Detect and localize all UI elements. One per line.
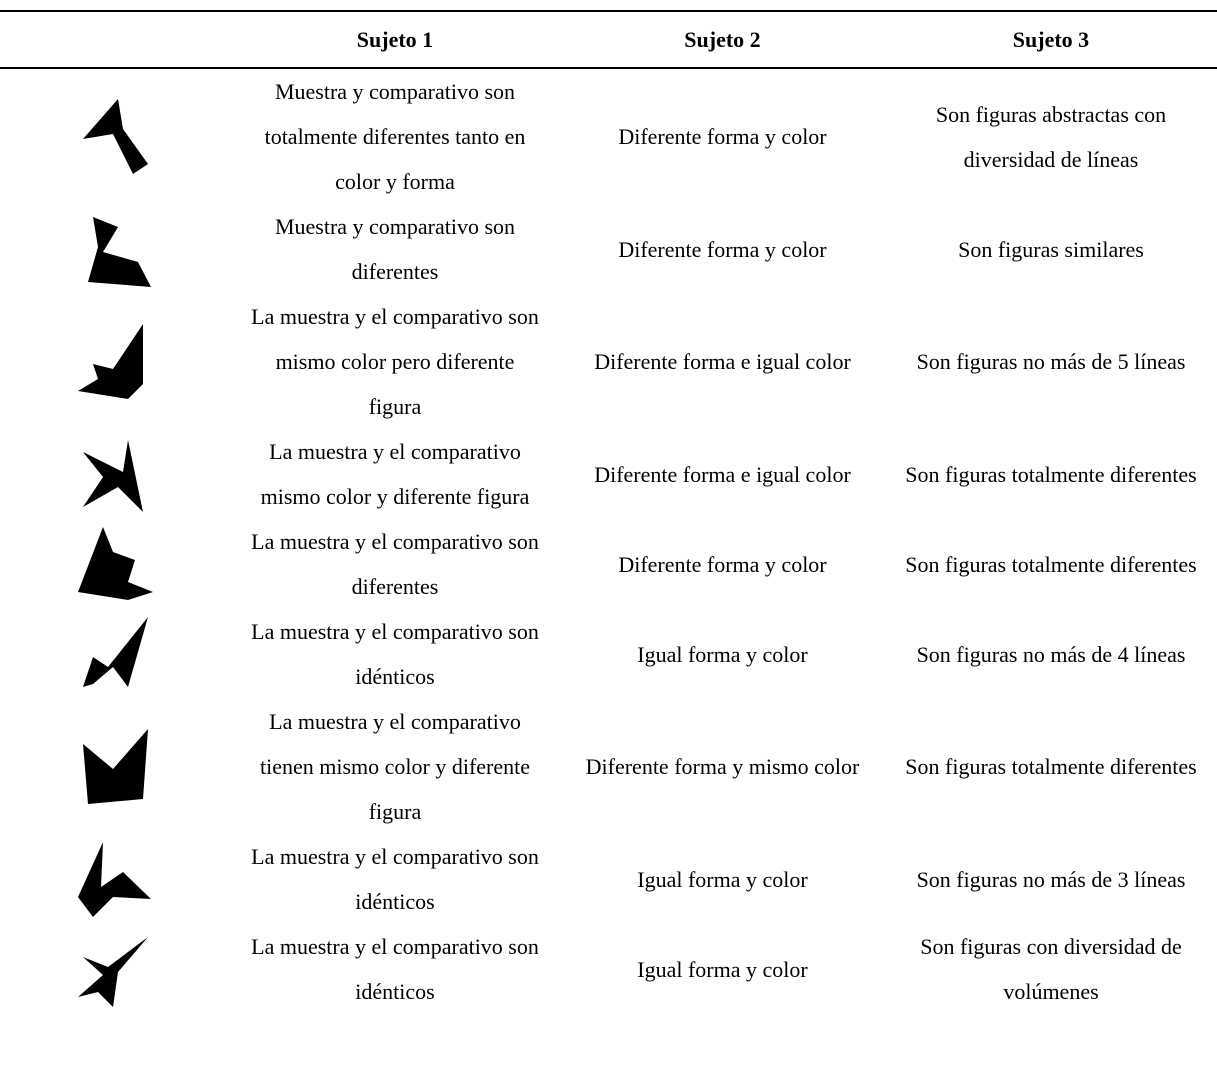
shape [77, 936, 148, 1007]
table-cell: Igual forma y color [637, 641, 808, 667]
table-cell: Diferente forma y color [618, 124, 827, 149]
table-cell: Diferente forma y color [618, 236, 827, 262]
table-cell: Son figuras totalmente diferentes [905, 551, 1197, 577]
table-cell: La muestra y el comparativo son mismo co… [251, 304, 539, 419]
header-cell: Sujeto 1 [230, 10, 560, 69]
table-row: Muestra y comparativo son diferentes Dife… [0, 204, 1217, 294]
header-cell: Sujeto 3 [885, 10, 1217, 69]
table-cell: Diferente forma y color [618, 551, 827, 577]
shape [77, 324, 143, 399]
table-body: Muestra y comparativo son totalmente dif… [0, 68, 1217, 1014]
icon-cell [0, 204, 230, 294]
icon-cell [0, 924, 230, 1014]
table-cell: La muestra y el comparativo son idéntico… [251, 934, 539, 1004]
icon-cell [0, 519, 230, 609]
table-cell: Diferente forma e igual color [594, 461, 851, 487]
header-cell: Sujeto 2 [560, 10, 885, 69]
table-row: La muestra y el comparativo son idéntico… [0, 834, 1217, 924]
shape-icon [82, 729, 148, 804]
icon-cell [0, 609, 230, 699]
table-cell: Son figuras con diversidad de volúmenes [920, 934, 1182, 1004]
shape-icon [77, 841, 151, 917]
table-cell: La muestra y el comparativo son idéntico… [251, 619, 539, 689]
icon-cell [0, 834, 230, 924]
table-row: La muestra y el comparativo son idéntico… [0, 609, 1217, 699]
table-cell: La muestra y el comparativo son idéntico… [251, 844, 539, 914]
header-cell [0, 10, 230, 69]
table-cell: Son figuras totalmente diferentes [905, 461, 1197, 487]
header-row: Sujeto 1 Sujeto 2 Sujeto 3 [0, 10, 1217, 69]
shape-icon [77, 324, 143, 399]
shape [77, 841, 151, 917]
table-row: La muestra y el comparativo tienen mismo… [0, 699, 1217, 834]
icon-cell [0, 699, 230, 834]
table-row: La muestra y el comparativo son idéntico… [0, 924, 1217, 1014]
table-cell: Son figuras no más de 5 líneas [916, 349, 1186, 374]
table-cell: La muestra y el comparativo mismo color … [260, 439, 530, 509]
shape-icon [82, 616, 148, 687]
shape [82, 99, 148, 174]
shape [82, 439, 143, 512]
table-row: La muestra y el comparativo son diferent… [0, 519, 1217, 609]
table-cell: Igual forma y color [637, 956, 808, 982]
table-row: Muestra y comparativo son totalmente dif… [0, 68, 1217, 204]
table-cell: Son figuras abstractas con diversidad de… [935, 101, 1167, 172]
table-cell: Son figuras no más de 4 líneas [916, 641, 1186, 667]
icon-cell [0, 429, 230, 519]
table-row: La muestra y el comparativo son mismo co… [0, 294, 1217, 429]
table-cell: Igual forma y color [637, 866, 808, 892]
shape [82, 616, 148, 687]
comparison-table: Sujeto 1 Sujeto 2 Sujeto 3 Muestra y com… [0, 10, 1217, 1014]
icon-cell [0, 294, 230, 429]
shape-icon [82, 99, 148, 174]
table-cell: La muestra y el comparativo son diferent… [251, 529, 539, 599]
table-cell: Son figuras similares [958, 236, 1144, 262]
table-cell: Son figuras no más de 3 líneas [916, 866, 1186, 892]
shape-icon [77, 526, 153, 600]
table-cell: Diferente forma y mismo color [585, 754, 860, 779]
shape [87, 216, 151, 287]
shape-icon [82, 439, 143, 512]
table-cell: Diferente forma e igual color [594, 349, 851, 374]
shape-icon [77, 936, 148, 1007]
table-cell: La muestra y el comparativo tienen mismo… [259, 709, 531, 824]
shape [77, 526, 153, 600]
table-cell: Son figuras totalmente diferentes [905, 754, 1197, 779]
shape-icon [87, 216, 151, 287]
table-cell: Muestra y comparativo son diferentes [274, 214, 516, 284]
table-row: La muestra y el comparativo mismo color … [0, 429, 1217, 519]
shape [82, 729, 148, 804]
table-cell: Muestra y comparativo son totalmente dif… [264, 79, 526, 194]
icon-cell [0, 68, 230, 204]
